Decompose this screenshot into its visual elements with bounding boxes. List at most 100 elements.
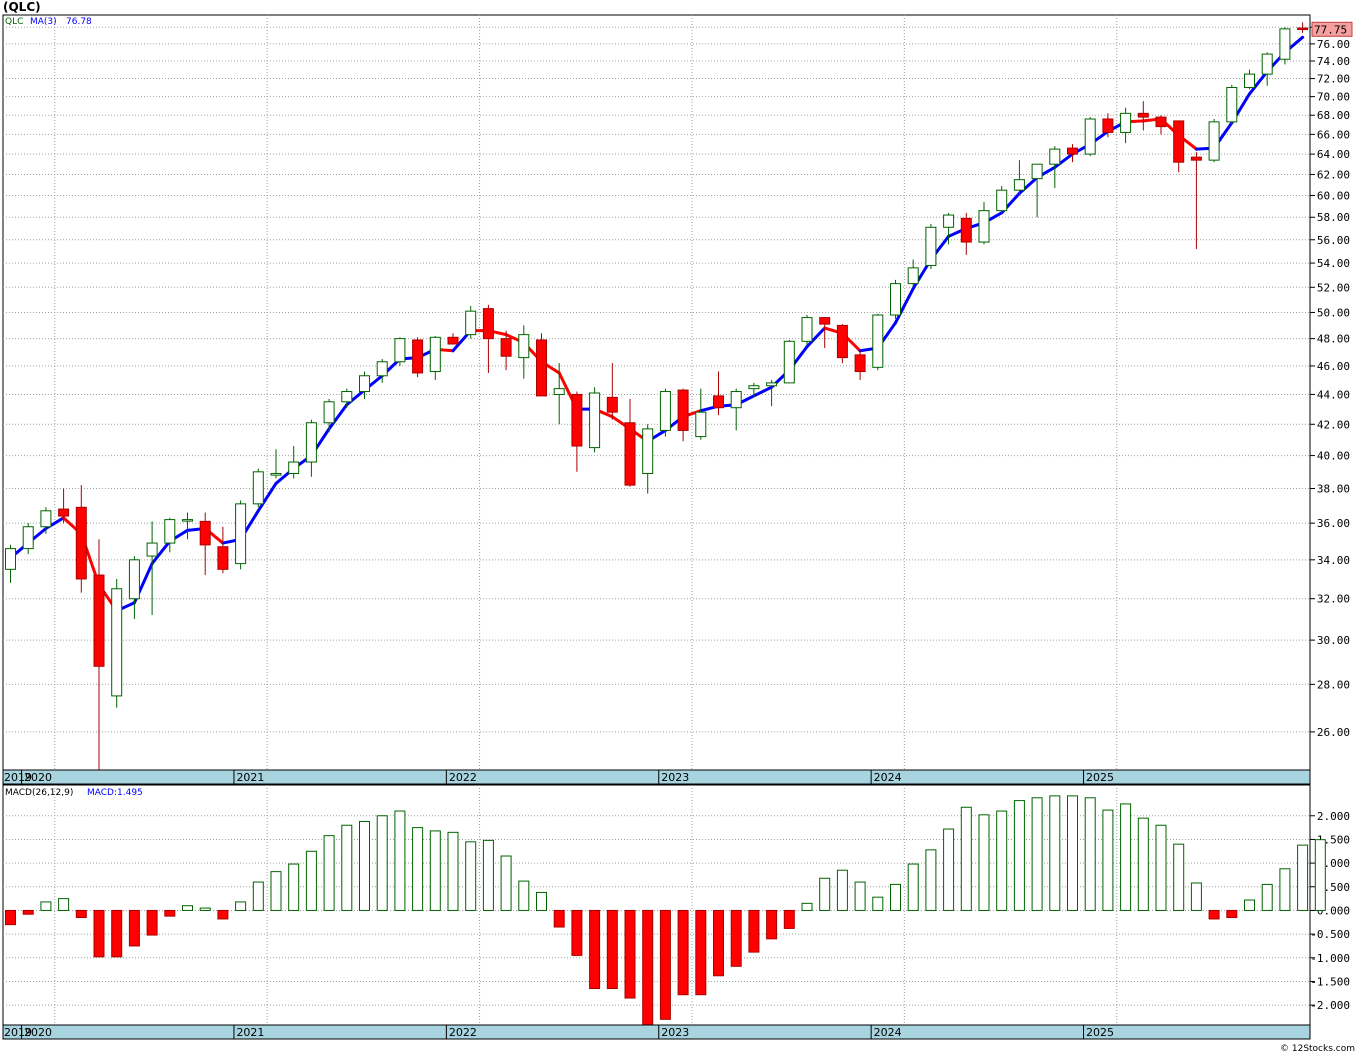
candle-up — [553, 388, 565, 395]
candle-down — [93, 574, 105, 667]
candle-down — [58, 508, 70, 517]
macd-panel: -2.000-1.500-1.000-0.5000.0000.5001.0001… — [2, 784, 1350, 1026]
macd-bar-negative — [606, 909, 618, 990]
price-legend: QLC MA(3) 76.78 — [5, 17, 92, 27]
candle-down — [1297, 27, 1309, 31]
candle-up — [465, 310, 477, 336]
candle-down — [217, 546, 229, 570]
last-price-tag-bg — [1311, 21, 1353, 37]
candle-up — [429, 336, 441, 373]
macd-tick-label: -2.000 — [1310, 999, 1350, 1012]
candle-up — [182, 519, 193, 522]
price-tick-label: 28.00 — [1317, 678, 1350, 691]
macd-bar-positive — [376, 815, 388, 911]
candle-up — [907, 267, 919, 285]
candle-up — [1279, 28, 1291, 60]
macd-bar-positive — [288, 863, 300, 911]
macd-bar-positive — [58, 898, 70, 911]
candle-down — [854, 354, 866, 373]
time-axis-label: 2020 — [24, 771, 52, 784]
price-tick-label: 50.00 — [1317, 306, 1350, 319]
candle-up — [1013, 179, 1025, 191]
macd-tick-label: -1.000 — [1310, 952, 1350, 965]
candle-down — [1067, 147, 1078, 155]
macd-bar-negative — [713, 909, 724, 977]
time-axis-label: 2024 — [874, 771, 902, 784]
candle-down — [1190, 156, 1202, 161]
macd-bar-negative — [748, 909, 760, 953]
candle-down — [571, 393, 583, 447]
macd-bar-positive — [305, 850, 317, 911]
macd-bar-positive — [199, 907, 211, 911]
candle-up — [695, 411, 707, 438]
candle-down — [75, 506, 87, 580]
macd-bar-positive — [1314, 839, 1326, 911]
macd-bar-positive — [819, 877, 831, 911]
macd-bar-negative — [766, 909, 778, 940]
candle-down — [1173, 120, 1185, 163]
macd-bar-negative — [783, 909, 795, 929]
price-tick-label: 74.00 — [1317, 55, 1350, 68]
candle-up — [1031, 163, 1043, 180]
macd-bar-positive — [412, 827, 424, 911]
macd-bar-positive — [447, 831, 459, 911]
candle-down — [1137, 112, 1149, 118]
macd-bar-negative — [146, 909, 158, 936]
candle-up — [518, 334, 530, 359]
macd-bar-positive — [801, 902, 813, 911]
macd-bar-positive — [429, 830, 441, 911]
macd-bar-positive — [482, 839, 494, 911]
macd-bar-positive — [1297, 844, 1309, 911]
time-axis-label: 2021 — [236, 1026, 264, 1039]
macd-bar-negative — [659, 909, 671, 1020]
candle-up — [22, 526, 34, 550]
candle-up — [376, 361, 388, 377]
time-axis-label: 2019 — [4, 1026, 32, 1039]
macd-bar-positive — [1031, 797, 1043, 911]
candle-up — [589, 392, 601, 449]
macd-tick-label: 2.000 — [1317, 810, 1350, 823]
macd-bar-positive — [341, 824, 353, 911]
macd-bar-negative — [695, 909, 707, 996]
macd-bar-negative — [1226, 909, 1238, 919]
time-axis-band-bottom — [2, 1024, 1311, 1040]
candle-up — [766, 382, 778, 387]
macd-legend: MACD(26,12,9) MACD:1.495 — [5, 788, 143, 798]
price-tick-label: 60.00 — [1317, 190, 1350, 203]
candle-up — [1084, 118, 1096, 155]
watermark: © 12Stocks.com — [1280, 1044, 1355, 1054]
macd-bar-negative — [128, 909, 140, 947]
ma-segment — [1017, 176, 1039, 195]
price-tick-label: 68.00 — [1317, 109, 1350, 122]
macd-bar-positive — [1137, 817, 1149, 911]
candle-up — [270, 472, 282, 476]
macd-bar-negative — [164, 909, 176, 917]
price-tick-label: 46.00 — [1317, 360, 1350, 373]
candle-up — [235, 503, 247, 565]
time-axis-label: 2019 — [4, 771, 32, 784]
time-axis-label: 2023 — [661, 771, 689, 784]
candle-up — [1261, 53, 1273, 75]
time-axis-label: 2022 — [449, 771, 477, 784]
candle-down — [677, 389, 689, 431]
price-tick-label: 40.00 — [1317, 450, 1350, 463]
price-tick-label: 36.00 — [1317, 517, 1350, 530]
ma-segment — [327, 403, 349, 431]
time-axis-label: 2023 — [661, 1026, 689, 1039]
macd-bar-positive — [960, 806, 972, 911]
macd-bar-negative — [217, 909, 229, 920]
candle-up — [1120, 112, 1132, 133]
macd-bar-positive — [465, 841, 477, 911]
candle-down — [819, 317, 831, 325]
candle-up — [305, 422, 317, 463]
price-tick-label: 30.00 — [1317, 634, 1350, 647]
macd-bar-positive — [943, 828, 955, 911]
time-axis-label: 2020 — [24, 1026, 52, 1039]
price-tick-label: 26.00 — [1317, 726, 1350, 739]
macd-histogram — [5, 795, 1326, 1026]
candle-down — [713, 395, 724, 409]
